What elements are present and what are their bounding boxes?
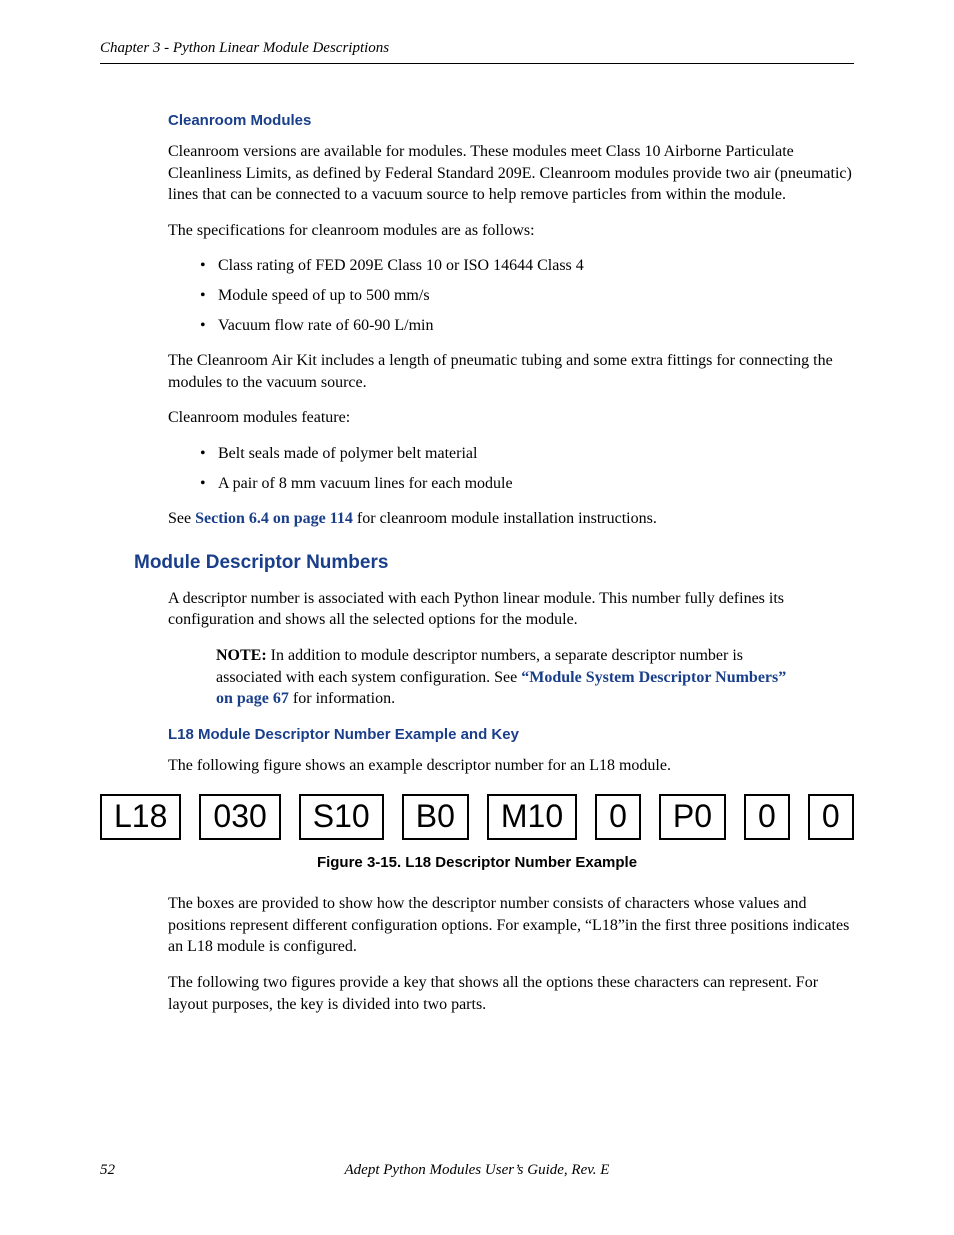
body-text: The specifications for cleanroom modules… <box>168 220 854 242</box>
list-item: A pair of 8 mm vacuum lines for each mod… <box>218 473 854 495</box>
heading-module-descriptor-numbers: Module Descriptor Numbers <box>134 552 854 574</box>
body-text: Cleanroom modules feature: <box>168 407 854 429</box>
list-item: Belt seals made of polymer belt material <box>218 443 854 465</box>
heading-cleanroom-modules: Cleanroom Modules <box>168 112 854 129</box>
list-item: Module speed of up to 500 mm/s <box>218 285 854 307</box>
page-header: Chapter 3 - Python Linear Module Descrip… <box>100 40 854 64</box>
descriptor-box: S10 <box>299 794 384 840</box>
descriptor-box: 0 <box>808 794 854 840</box>
descriptor-box: B0 <box>402 794 469 840</box>
page-footer: 52 Adept Python Modules User’s Guide, Re… <box>100 1162 854 1179</box>
figure-caption: Figure 3-15. L18 Descriptor Number Examp… <box>100 854 854 871</box>
descriptor-box: 0 <box>744 794 790 840</box>
chapter-title: Chapter 3 - Python Linear Module Descrip… <box>100 40 389 57</box>
list-item: Class rating of FED 209E Class 10 or ISO… <box>218 255 854 277</box>
body-text: Cleanroom versions are available for mod… <box>168 141 854 206</box>
descriptor-boxes-row: L18 030 S10 B0 M10 0 P0 0 0 <box>100 794 854 840</box>
list-item: Vacuum flow rate of 60-90 L/min <box>218 315 854 337</box>
body-text: The following two figures provide a key … <box>168 972 854 1015</box>
body-text: The following figure shows an example de… <box>168 755 854 777</box>
body-text: The boxes are provided to show how the d… <box>168 893 854 958</box>
text-fragment: See <box>168 510 195 527</box>
feature-list: Belt seals made of polymer belt material… <box>168 443 854 494</box>
note-block: NOTE: In addition to module descriptor n… <box>168 645 854 710</box>
descriptor-box: P0 <box>659 794 726 840</box>
body-text: See Section 6.4 on page 114 for cleanroo… <box>168 508 854 530</box>
descriptor-box: M10 <box>487 794 577 840</box>
text-fragment: for information. <box>289 690 395 707</box>
spec-list: Class rating of FED 209E Class 10 or ISO… <box>168 255 854 336</box>
body-text: A descriptor number is associated with e… <box>168 588 854 631</box>
descriptor-box: 030 <box>199 794 280 840</box>
note-label: NOTE: <box>216 647 267 664</box>
note-text: NOTE: In addition to module descriptor n… <box>216 645 806 710</box>
descriptor-box: L18 <box>100 794 181 840</box>
heading-l18-example: L18 Module Descriptor Number Example and… <box>168 726 854 743</box>
xref-link[interactable]: Section 6.4 on page 114 <box>195 510 353 527</box>
page-container: Chapter 3 - Python Linear Module Descrip… <box>0 0 954 1015</box>
descriptor-box: 0 <box>595 794 641 840</box>
text-fragment: for cleanroom module installation instru… <box>353 510 657 527</box>
body-text: The Cleanroom Air Kit includes a length … <box>168 350 854 393</box>
content-area: Cleanroom Modules Cleanroom versions are… <box>100 112 854 1015</box>
footer-title: Adept Python Modules User’s Guide, Rev. … <box>100 1162 854 1179</box>
